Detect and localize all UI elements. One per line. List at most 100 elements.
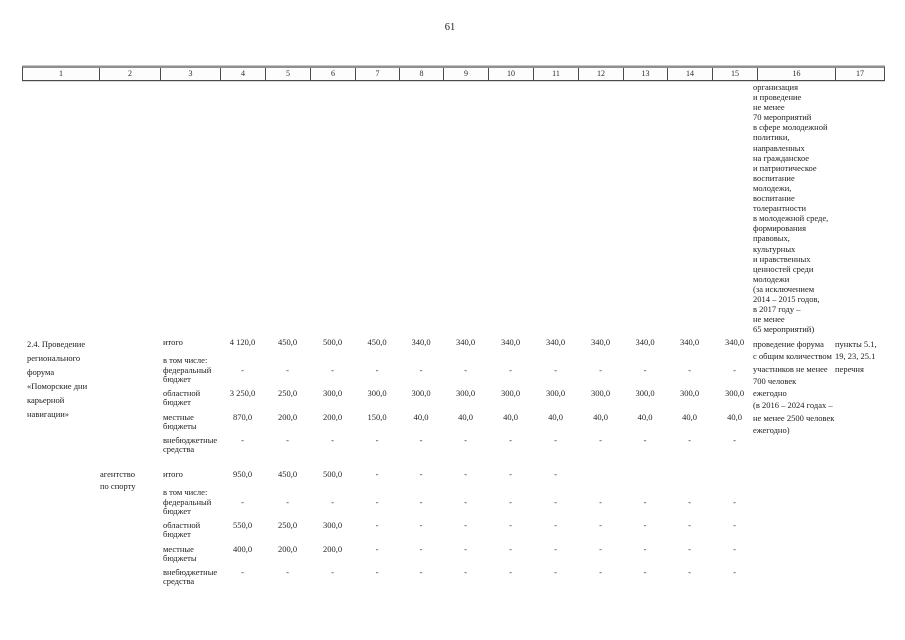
budget-row-label: местные бюджеты: [163, 412, 197, 431]
column-number-cell: 11: [534, 68, 579, 80]
column-number-cell: 10: [489, 68, 534, 80]
budget-value-cell: 300,0: [367, 388, 387, 398]
budget-value-cell: 200,0: [322, 412, 343, 422]
budget-value-cell: -: [375, 520, 379, 530]
column-number-cell: 5: [266, 68, 311, 80]
budget-value-cell: -: [509, 365, 512, 375]
budget-value-cell: -: [509, 520, 512, 530]
column-number-header-row: 1 2 3 4 5 6 7 8 9 10 11 12 13 14 15 16 17: [22, 66, 885, 81]
budget-value-cell: -: [688, 567, 691, 577]
budget-value-cell: 200,0: [277, 412, 298, 422]
column-number-cell: 16: [758, 68, 836, 80]
budget-value-cell: 300,0: [500, 388, 521, 398]
budget-value-cell: -: [286, 365, 289, 375]
budget-value-cell: -: [554, 469, 557, 479]
budget-value-cell: -: [733, 435, 736, 445]
budget-row-label: областной бюджет: [163, 520, 201, 539]
budget-value-cell: -: [733, 520, 736, 530]
budget-value-cell: -: [509, 469, 512, 479]
budget-value-cell: -: [599, 435, 602, 445]
budget-value-cell: 300,0: [590, 388, 611, 398]
column-number-cell: 15: [713, 68, 758, 80]
expected-results-2-4-text: проведение форума с общим количеством уч…: [753, 339, 835, 436]
budget-value-cell: -: [554, 567, 557, 577]
budget-value-cell: -: [554, 365, 557, 375]
budget-value-cell: -: [286, 567, 289, 577]
budget-value-cell: -: [464, 567, 467, 577]
budget-value-cell: -: [419, 520, 423, 530]
budget-value-cell: -: [733, 567, 736, 577]
budget-value-cell: -: [599, 365, 602, 375]
budget-value-cell: 40,0: [727, 412, 742, 422]
budget-value-cell: -: [599, 497, 602, 507]
budget-value-cell: -: [331, 435, 334, 445]
budget-value-cell: 300,0: [635, 388, 655, 398]
budget-value-cell: -: [464, 435, 467, 445]
budget-value-cell: -: [643, 544, 647, 554]
budget-subrow-label: в том числе:: [163, 487, 208, 497]
budget-value-cell: -: [419, 469, 423, 479]
budget-value-cell: -: [733, 544, 736, 554]
budget-value-cell: -: [688, 497, 691, 507]
column-number-cell: 4: [221, 68, 266, 80]
activity-2-4-title: 2.4. Проведение регионального форума «По…: [27, 339, 88, 419]
budget-value-cell: -: [599, 567, 602, 577]
budget-value-cell: -: [241, 365, 244, 375]
budget-value-cell: 300,0: [322, 520, 343, 530]
budget-value-cell: 40,0: [548, 412, 563, 422]
budget-row-label: местные бюджеты: [163, 544, 197, 563]
budget-value-cell: 200,0: [322, 544, 343, 554]
budget-value-cell: -: [331, 365, 334, 375]
budget-value-cell: 300,0: [455, 388, 476, 398]
budget-value-cell: -: [643, 567, 647, 577]
budget-value-cell: 40,0: [593, 412, 608, 422]
column-number-cell: 6: [311, 68, 356, 80]
budget-value-cell: -: [419, 497, 423, 507]
budget-value-cell: 40,0: [637, 412, 653, 422]
budget-value-cell: 950,0: [232, 469, 253, 479]
budget-value-cell: -: [375, 567, 379, 577]
carryover-expected-results-text: организация и проведение не менее 70 мер…: [753, 82, 829, 335]
budget-value-cell: -: [733, 365, 736, 375]
budget-value-cell: 500,0: [322, 469, 343, 479]
budget-value-cell: 40,0: [682, 412, 697, 422]
budget-value-cell: 450,0: [277, 337, 298, 347]
budget-value-cell: -: [643, 497, 647, 507]
budget-value-cell: 340,0: [724, 337, 745, 347]
budget-value-cell: 340,0: [455, 337, 476, 347]
budget-value-cell: -: [554, 520, 557, 530]
budget-value-cell: 3 250,0: [229, 388, 256, 398]
budget-value-cell: -: [733, 497, 736, 507]
budget-value-cell: -: [464, 365, 467, 375]
column-number-cell: 13: [624, 68, 668, 80]
budget-value-cell: -: [688, 435, 691, 445]
budget-value-cell: 4 120,0: [229, 337, 256, 347]
budget-value-cell: -: [419, 365, 423, 375]
budget-value-cell: 340,0: [635, 337, 655, 347]
page-number: 61: [444, 22, 456, 33]
budget-value-cell: 340,0: [545, 337, 566, 347]
column-number-cell: 1: [23, 68, 100, 80]
budget-row-label: федеральный бюджет: [163, 365, 212, 384]
budget-value-cell: -: [688, 520, 691, 530]
executor-agency-sport: агентство по спорту: [100, 469, 136, 491]
budget-row-label: внебюджетные средства: [163, 435, 218, 454]
budget-value-cell: -: [643, 365, 647, 375]
budget-value-cell: -: [419, 544, 423, 554]
budget-value-cell: -: [464, 520, 467, 530]
budget-value-cell: -: [643, 435, 647, 445]
budget-value-cell: -: [643, 520, 647, 530]
budget-value-cell: -: [241, 567, 244, 577]
budget-value-cell: -: [509, 435, 512, 445]
budget-value-cell: -: [509, 497, 512, 507]
budget-value-cell: -: [554, 497, 557, 507]
budget-value-cell: 870,0: [232, 412, 253, 422]
budget-value-cell: -: [599, 544, 602, 554]
budget-value-cell: -: [331, 567, 334, 577]
budget-subrow-label: в том числе:: [163, 355, 208, 365]
budget-value-cell: 300,0: [411, 388, 431, 398]
column-number-cell: 2: [100, 68, 161, 80]
budget-row-label: итого: [163, 469, 183, 479]
budget-value-cell: -: [286, 435, 289, 445]
